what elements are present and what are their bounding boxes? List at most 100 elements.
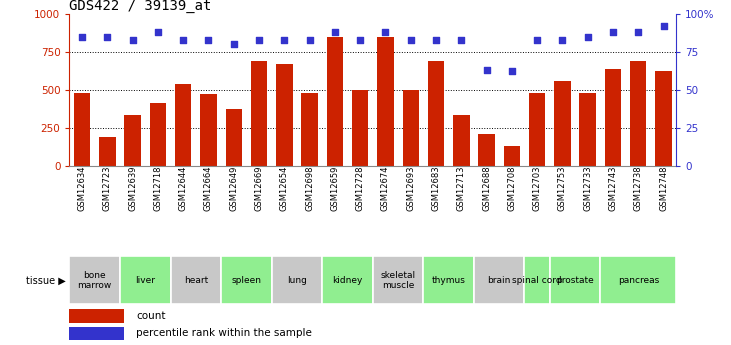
Text: liver: liver bbox=[135, 276, 155, 285]
Text: GSM12664: GSM12664 bbox=[204, 166, 213, 211]
Text: GSM12674: GSM12674 bbox=[381, 166, 390, 211]
Bar bbox=[69, 256, 120, 304]
Bar bbox=[221, 256, 272, 304]
Bar bbox=[251, 61, 268, 166]
Text: GSM12713: GSM12713 bbox=[457, 166, 466, 211]
Text: GSM12733: GSM12733 bbox=[583, 166, 592, 211]
Point bbox=[178, 37, 189, 42]
Text: GSM12738: GSM12738 bbox=[634, 166, 643, 211]
Bar bbox=[150, 102, 166, 166]
Bar bbox=[175, 83, 192, 166]
Bar bbox=[124, 115, 141, 166]
Bar bbox=[428, 61, 444, 166]
Bar bbox=[322, 256, 373, 304]
Bar bbox=[550, 256, 600, 304]
Text: GSM12743: GSM12743 bbox=[608, 166, 618, 211]
Bar bbox=[99, 137, 115, 166]
Text: percentile rank within the sample: percentile rank within the sample bbox=[136, 328, 312, 338]
Bar bbox=[120, 256, 170, 304]
Bar bbox=[524, 256, 550, 304]
Text: GDS422 / 39139_at: GDS422 / 39139_at bbox=[69, 0, 212, 13]
Bar bbox=[373, 256, 423, 304]
Bar bbox=[272, 256, 322, 304]
Bar bbox=[377, 37, 394, 166]
Text: GSM12644: GSM12644 bbox=[178, 166, 188, 211]
Bar bbox=[352, 90, 368, 166]
Point bbox=[430, 37, 442, 42]
Text: spleen: spleen bbox=[232, 276, 262, 285]
Point bbox=[379, 29, 391, 35]
Point bbox=[202, 37, 214, 42]
Text: GSM12748: GSM12748 bbox=[659, 166, 668, 211]
Text: lung: lung bbox=[287, 276, 307, 285]
Bar bbox=[276, 64, 292, 166]
Bar bbox=[226, 109, 242, 166]
Text: GSM12639: GSM12639 bbox=[128, 166, 137, 211]
Text: count: count bbox=[136, 311, 166, 321]
Text: skeletal
muscle: skeletal muscle bbox=[381, 271, 416, 290]
Point bbox=[506, 69, 518, 74]
Point bbox=[102, 34, 113, 39]
Bar bbox=[630, 61, 646, 166]
Text: tissue ▶: tissue ▶ bbox=[26, 275, 66, 285]
Point bbox=[76, 34, 88, 39]
Text: GSM12649: GSM12649 bbox=[230, 166, 238, 211]
Bar bbox=[74, 93, 91, 166]
Point bbox=[582, 34, 594, 39]
Bar bbox=[69, 327, 124, 340]
Bar bbox=[327, 37, 343, 166]
Text: kidney: kidney bbox=[333, 276, 363, 285]
Bar bbox=[504, 146, 520, 166]
Bar bbox=[554, 81, 571, 166]
Point bbox=[481, 67, 493, 73]
Text: GSM12669: GSM12669 bbox=[254, 166, 264, 211]
Text: thymus: thymus bbox=[432, 276, 466, 285]
Point bbox=[126, 37, 138, 42]
Text: brain: brain bbox=[488, 276, 511, 285]
Bar bbox=[200, 94, 216, 166]
Text: GSM12703: GSM12703 bbox=[533, 166, 542, 211]
Bar bbox=[423, 256, 474, 304]
Point bbox=[531, 37, 543, 42]
Bar bbox=[403, 90, 419, 166]
Text: GSM12683: GSM12683 bbox=[431, 166, 441, 211]
Text: GSM12634: GSM12634 bbox=[77, 166, 86, 211]
Bar bbox=[605, 69, 621, 166]
Text: GSM12753: GSM12753 bbox=[558, 166, 567, 211]
Text: bone
marrow: bone marrow bbox=[77, 271, 112, 290]
Bar bbox=[69, 309, 124, 323]
Text: GSM12718: GSM12718 bbox=[154, 166, 162, 211]
Point bbox=[658, 23, 670, 29]
Text: GSM12728: GSM12728 bbox=[356, 166, 365, 211]
Bar bbox=[580, 93, 596, 166]
Bar bbox=[600, 256, 676, 304]
Text: pancreas: pancreas bbox=[618, 276, 659, 285]
Bar bbox=[453, 115, 469, 166]
Point bbox=[455, 37, 467, 42]
Point bbox=[405, 37, 417, 42]
Point bbox=[632, 29, 644, 35]
Point bbox=[556, 37, 568, 42]
Bar bbox=[478, 134, 495, 166]
Text: heart: heart bbox=[183, 276, 208, 285]
Text: GSM12723: GSM12723 bbox=[103, 166, 112, 211]
Text: GSM12688: GSM12688 bbox=[482, 166, 491, 211]
Bar bbox=[170, 256, 221, 304]
Point bbox=[279, 37, 290, 42]
Bar bbox=[529, 93, 545, 166]
Point bbox=[228, 41, 240, 47]
Point bbox=[607, 29, 619, 35]
Point bbox=[152, 29, 164, 35]
Bar bbox=[301, 93, 318, 166]
Point bbox=[304, 37, 316, 42]
Text: GSM12654: GSM12654 bbox=[280, 166, 289, 211]
Text: prostate: prostate bbox=[556, 276, 594, 285]
Text: GSM12708: GSM12708 bbox=[507, 166, 516, 211]
Text: GSM12693: GSM12693 bbox=[406, 166, 415, 211]
Bar bbox=[655, 71, 672, 166]
Point bbox=[253, 37, 265, 42]
Bar bbox=[474, 256, 525, 304]
Text: GSM12659: GSM12659 bbox=[330, 166, 339, 211]
Text: GSM12698: GSM12698 bbox=[305, 166, 314, 211]
Point bbox=[329, 29, 341, 35]
